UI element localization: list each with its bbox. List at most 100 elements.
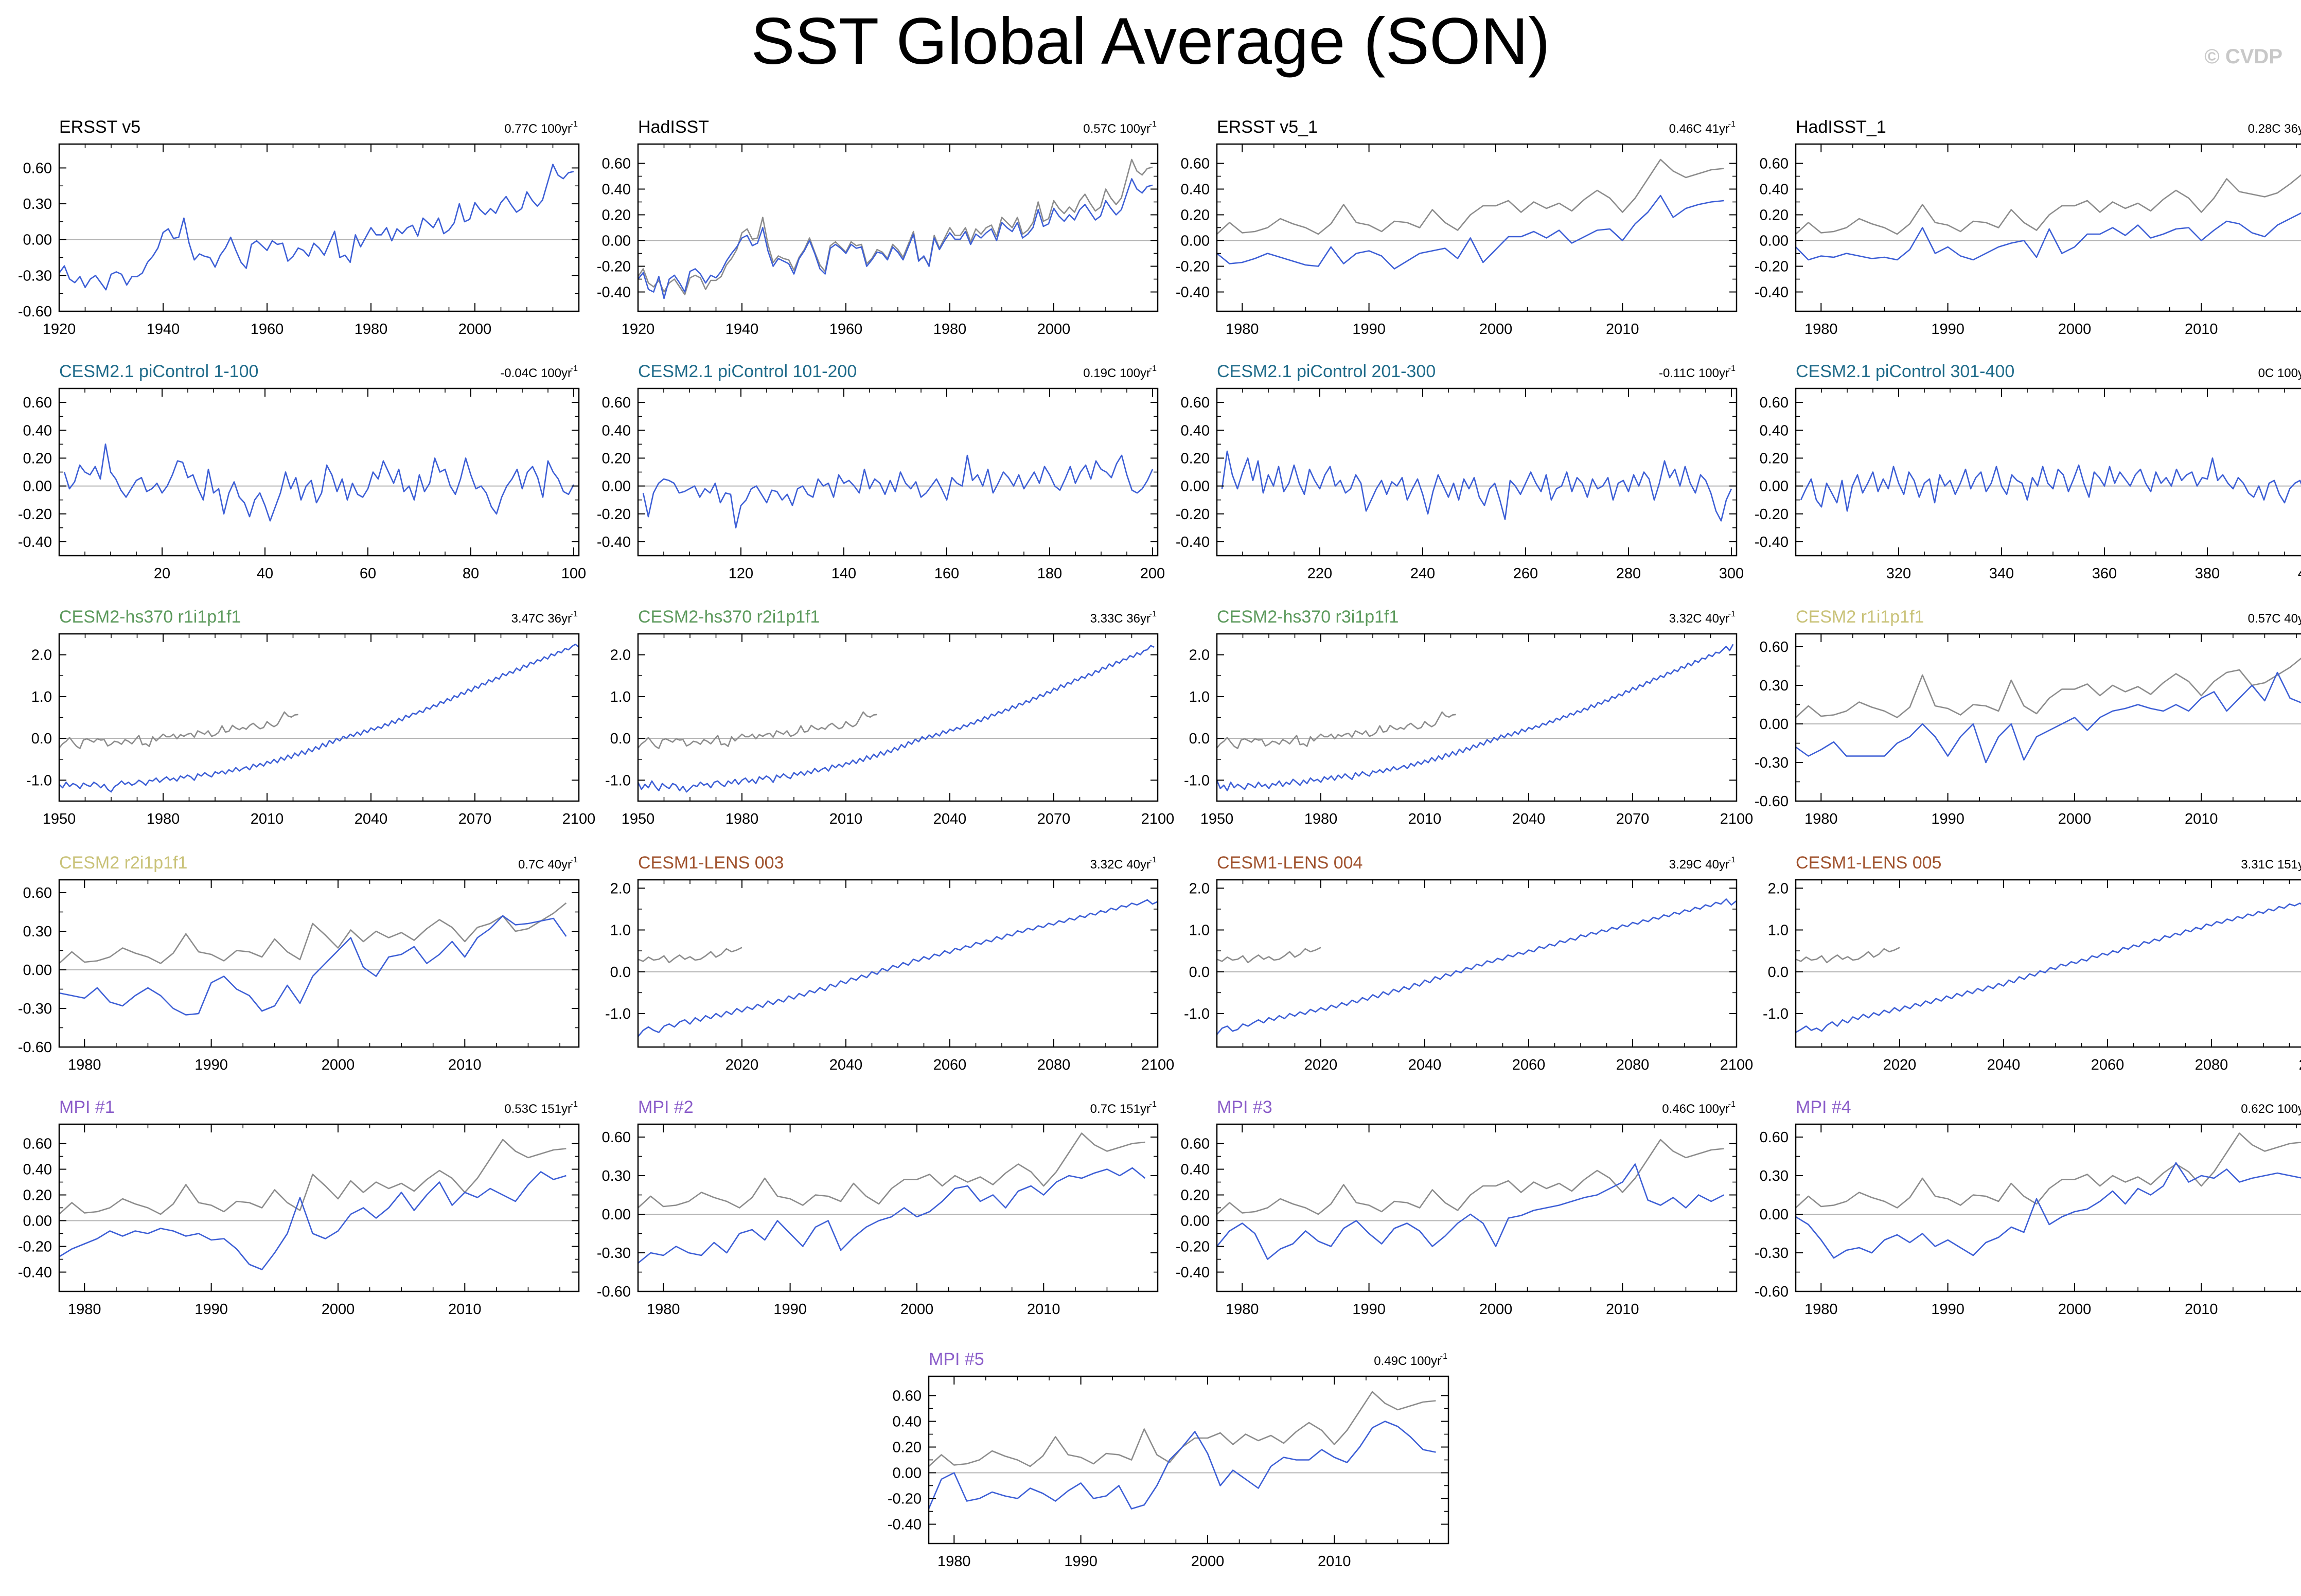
x-tick-label: 2100 (1141, 811, 1175, 827)
trend-label: 0.57C 40yr (2248, 612, 2301, 626)
y-tick-label: -0.60 (597, 1284, 631, 1300)
trend-exponent: -1 (1149, 120, 1157, 129)
x-tick-label: 60 (360, 565, 376, 582)
trend-label: 0.28C 36yr (2248, 122, 2301, 136)
x-tick-label: 2100 (562, 811, 596, 827)
y-tick-label: 1.0 (31, 689, 52, 705)
y-tick-label: 2.0 (1768, 880, 1789, 897)
trend-exponent: -1 (1728, 610, 1736, 618)
panel-title: MPI #1 (59, 1097, 115, 1117)
panel-title: CESM2.1 piControl 301-400 (1796, 362, 2014, 381)
x-tick-label: 1980 (647, 1301, 680, 1318)
y-tick-label: -0.40 (18, 534, 52, 551)
y-tick-label: 0.30 (23, 196, 52, 212)
model-series-line (1216, 1163, 1724, 1260)
x-tick-label: 220 (1307, 565, 1332, 582)
y-tick-label: 0.30 (602, 1168, 631, 1184)
model-series-line (1795, 902, 2301, 1033)
x-tick-label: 1980 (68, 1301, 101, 1318)
trend-exponent: -1 (571, 120, 578, 129)
copyright-watermark: © CVDP (2204, 45, 2282, 68)
x-tick-label: 1990 (1931, 811, 1964, 827)
x-tick-label: 2020 (1304, 1057, 1338, 1073)
y-tick-label: -0.40 (1176, 285, 1210, 301)
x-tick-label: 2080 (2195, 1057, 2228, 1073)
panel: CESM2-hs370 r3i1p1f1 3.32C 40yr-1 -1.0 0.0 1… (1184, 607, 1753, 827)
plot-frame (1216, 879, 1738, 1048)
y-tick-label: 0.00 (23, 232, 52, 249)
trend-label: 0.19C 100yr (1083, 366, 1150, 380)
x-tick-label: 1980 (725, 811, 759, 827)
y-tick-label: 0.40 (602, 182, 631, 198)
x-tick-label: 100 (561, 565, 586, 582)
y-tick-label: 0.00 (23, 962, 52, 979)
x-tick-label: 1920 (622, 321, 655, 338)
x-tick-label: 2040 (933, 811, 967, 827)
x-tick-label: 2000 (2058, 811, 2092, 827)
y-tick-label: 0.60 (1181, 1136, 1210, 1152)
y-tick-label: 0.0 (610, 964, 631, 981)
y-tick-label: 0.60 (1181, 395, 1210, 411)
x-tick-label: 2100 (2299, 1057, 2301, 1073)
x-tick-label: 2070 (1037, 811, 1071, 827)
x-tick-label: 2040 (355, 811, 388, 827)
obs-series-line (638, 947, 742, 964)
y-tick-label: 0.60 (23, 885, 52, 901)
y-tick-label: -0.20 (1176, 1239, 1210, 1255)
x-tick-label: 1980 (1304, 811, 1338, 827)
y-tick-label: 0.60 (602, 156, 631, 172)
model-series-line (59, 1171, 567, 1270)
trend-label: 0.46C 100yr (1662, 1102, 1729, 1116)
panel: CESM1-LENS 003 3.32C 40yr-1 -1.0 0.0 1.0 2.0 2… (605, 853, 1174, 1073)
trend-label: 0C 100yr (2258, 366, 2301, 380)
x-tick-label: 2000 (1479, 1301, 1513, 1318)
x-tick-label: 1990 (773, 1301, 807, 1318)
x-tick-label: 380 (2195, 565, 2220, 582)
y-tick-label: 0.60 (1760, 395, 1789, 411)
obs-series-line (637, 158, 1153, 295)
panel-title: ERSST v5_1 (1217, 117, 1318, 137)
x-tick-label: 1990 (1931, 1301, 1964, 1318)
x-tick-label: 1980 (1226, 321, 1259, 338)
panel-title: CESM2-hs370 r1i1p1f1 (59, 607, 241, 627)
model-series-line (637, 178, 1153, 299)
x-tick-label: 2040 (1512, 811, 1546, 827)
panel-title: CESM2.1 piControl 1-100 (59, 362, 258, 381)
model-series-line (1800, 457, 2301, 512)
y-tick-label: -1.0 (26, 772, 52, 789)
trend-exponent: -1 (571, 1100, 578, 1109)
x-tick-label: 2000 (1191, 1553, 1225, 1570)
y-tick-label: 0.60 (23, 395, 52, 411)
x-tick-label: 2000 (2058, 321, 2092, 338)
x-tick-label: 1990 (1352, 1301, 1386, 1318)
y-tick-label: -0.20 (597, 506, 631, 523)
y-tick-label: 0.0 (1768, 964, 1789, 981)
panel-title: MPI #2 (638, 1097, 694, 1117)
x-tick-label: 1980 (147, 811, 180, 827)
trend-label: 3.29C 40yr (1669, 858, 1729, 872)
model-series-line (1216, 194, 1724, 270)
obs-series-line (59, 902, 567, 964)
x-tick-label: 40 (257, 565, 273, 582)
x-tick-label: 2060 (2091, 1057, 2125, 1073)
model-series-line (1795, 212, 2301, 261)
x-tick-label: 2010 (1606, 321, 1639, 338)
trend-exponent: -1 (1149, 856, 1157, 864)
trend-label: 0.53C 151yr (504, 1102, 572, 1116)
trend-label: 0.7C 40yr (518, 858, 572, 872)
y-tick-label: 0.20 (1181, 450, 1210, 467)
model-series-line (1216, 898, 1737, 1035)
trend-label: 0.46C 41yr (1669, 122, 1729, 136)
y-tick-label: 0.60 (23, 1136, 52, 1152)
y-tick-label: 0.40 (23, 1162, 52, 1178)
panel: CESM2.1 piControl 1-100 -0.04C 100yr-1 -0.… (18, 362, 586, 582)
panel: CESM1-LENS 004 3.29C 40yr-1 -1.0 0.0 1.0 2.0 2… (1184, 853, 1753, 1073)
trend-exponent: -1 (571, 856, 578, 864)
y-tick-label: 0.30 (1760, 678, 1789, 694)
plot-frame (637, 387, 1159, 557)
obs-series-line (928, 1391, 1436, 1467)
y-tick-label: -0.30 (1755, 1245, 1789, 1262)
x-tick-label: 1980 (1226, 1301, 1259, 1318)
x-tick-label: 1950 (1200, 811, 1234, 827)
